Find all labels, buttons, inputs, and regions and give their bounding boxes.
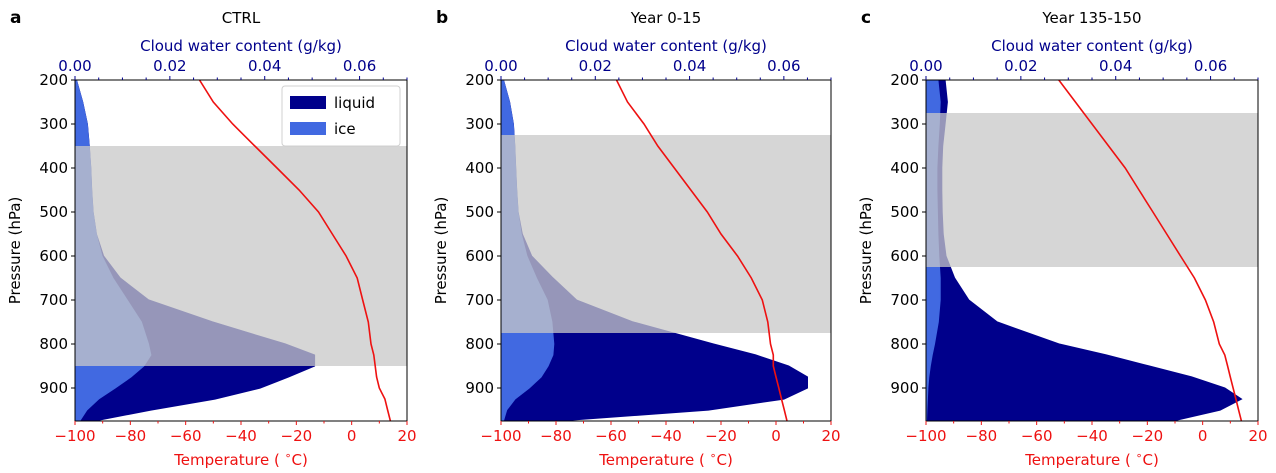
cloud-tick-label: 0.06: [343, 57, 376, 75]
temp-tick-label: −40: [1076, 427, 1108, 445]
legend-label-liquid: liquid: [334, 94, 375, 112]
y-tick-label: 200: [39, 71, 68, 89]
legend-swatch-liquid: [290, 96, 326, 109]
plot-area: [501, 80, 831, 421]
cloud-tick-label: 0.06: [1194, 57, 1227, 75]
temp-axis-label: Temperature ( ∘C): [1024, 449, 1159, 469]
temp-tick-label: −60: [1021, 427, 1053, 445]
temp-tick-label: −80: [966, 427, 998, 445]
plot-area: [926, 80, 1258, 421]
y-tick-label: 600: [890, 247, 919, 265]
temp-tick-label: −80: [115, 427, 147, 445]
plot-area: [75, 80, 407, 421]
temperature-line: [615, 80, 788, 421]
temp-tick-label: −20: [1132, 427, 1164, 445]
y-tick-label: 500: [890, 203, 919, 221]
cloud-tick-label: 0.06: [767, 57, 800, 75]
pressure-band: [75, 146, 407, 366]
y-tick-label: 900: [465, 379, 494, 397]
legend: liquid ice: [281, 85, 401, 147]
y-tick-label: 300: [465, 115, 494, 133]
y-tick-label: 200: [890, 71, 919, 89]
y-tick-label: 900: [890, 379, 919, 397]
temp-tick-label: −40: [225, 427, 257, 445]
temp-tick-label: −100: [480, 427, 521, 445]
temp-tick-label: 0: [771, 427, 781, 445]
cloud-axis-label: Cloud water content (g/kg): [991, 37, 1193, 55]
panel-letter: c: [861, 8, 871, 28]
y-tick-label: 300: [890, 115, 919, 133]
panel-letter: b: [436, 8, 448, 28]
y-tick-label: 400: [890, 159, 919, 177]
cloud-axis-label: Cloud water content (g/kg): [140, 37, 342, 55]
y-tick-label: 800: [39, 335, 68, 353]
temp-tick-label: −60: [170, 427, 202, 445]
cloud-tick-label: 0.02: [579, 57, 612, 75]
y-tick-label: 500: [465, 203, 494, 221]
temp-tick-label: 0: [347, 427, 357, 445]
temp-axis-label: Temperature ( ∘C): [173, 449, 308, 469]
cloud-axis-label: Cloud water content (g/kg): [565, 37, 767, 55]
cloud-tick-label: 0.02: [1004, 57, 1037, 75]
temp-tick-label: −40: [650, 427, 682, 445]
panel-title: CTRL: [222, 9, 261, 27]
cloud-tick-label: 0.04: [248, 57, 281, 75]
legend-label-ice: ice: [334, 120, 356, 138]
y-tick-label: 800: [890, 335, 919, 353]
temp-tick-label: −20: [705, 427, 737, 445]
y-axis-label: Pressure (hPa): [6, 197, 24, 305]
y-tick-label: 900: [39, 379, 68, 397]
temp-tick-label: −80: [540, 427, 572, 445]
cloud-tick-label: 0.00: [58, 57, 91, 75]
cloud-tick-label: 0.04: [673, 57, 706, 75]
temp-tick-label: −100: [54, 427, 95, 445]
cloud-tick-label: 0.02: [153, 57, 186, 75]
y-tick-label: 400: [39, 159, 68, 177]
temp-tick-label: −20: [281, 427, 313, 445]
panel-title: Year 0-15: [630, 9, 702, 27]
panel-letter: a: [10, 8, 21, 28]
y-axis-label: Pressure (hPa): [432, 197, 450, 305]
temperature-line: [1058, 80, 1243, 421]
y-tick-label: 200: [465, 71, 494, 89]
cloud-tick-label: 0.04: [1099, 57, 1132, 75]
legend-swatch-ice: [290, 122, 326, 135]
temp-tick-label: −60: [595, 427, 627, 445]
temp-tick-label: 20: [821, 427, 840, 445]
y-tick-label: 700: [890, 291, 919, 309]
y-tick-label: 800: [465, 335, 494, 353]
y-tick-label: 300: [39, 115, 68, 133]
temperature-line: [198, 80, 392, 421]
temp-tick-label: 20: [1248, 427, 1267, 445]
y-tick-label: 400: [465, 159, 494, 177]
temp-tick-label: 20: [397, 427, 416, 445]
y-tick-label: 600: [39, 247, 68, 265]
pressure-band: [926, 113, 1258, 267]
cloud-tick-label: 0.00: [909, 57, 942, 75]
y-tick-label: 700: [465, 291, 494, 309]
y-tick-label: 700: [39, 291, 68, 309]
y-tick-label: 500: [39, 203, 68, 221]
panel-title: Year 135-150: [1041, 9, 1141, 27]
cloud-tick-label: 0.00: [484, 57, 517, 75]
y-tick-label: 600: [465, 247, 494, 265]
temp-axis-label: Temperature ( ∘C): [598, 449, 733, 469]
y-axis-label: Pressure (hPa): [857, 197, 875, 305]
pressure-band: [501, 135, 831, 333]
temp-tick-label: 0: [1198, 427, 1208, 445]
temp-tick-label: −100: [905, 427, 946, 445]
